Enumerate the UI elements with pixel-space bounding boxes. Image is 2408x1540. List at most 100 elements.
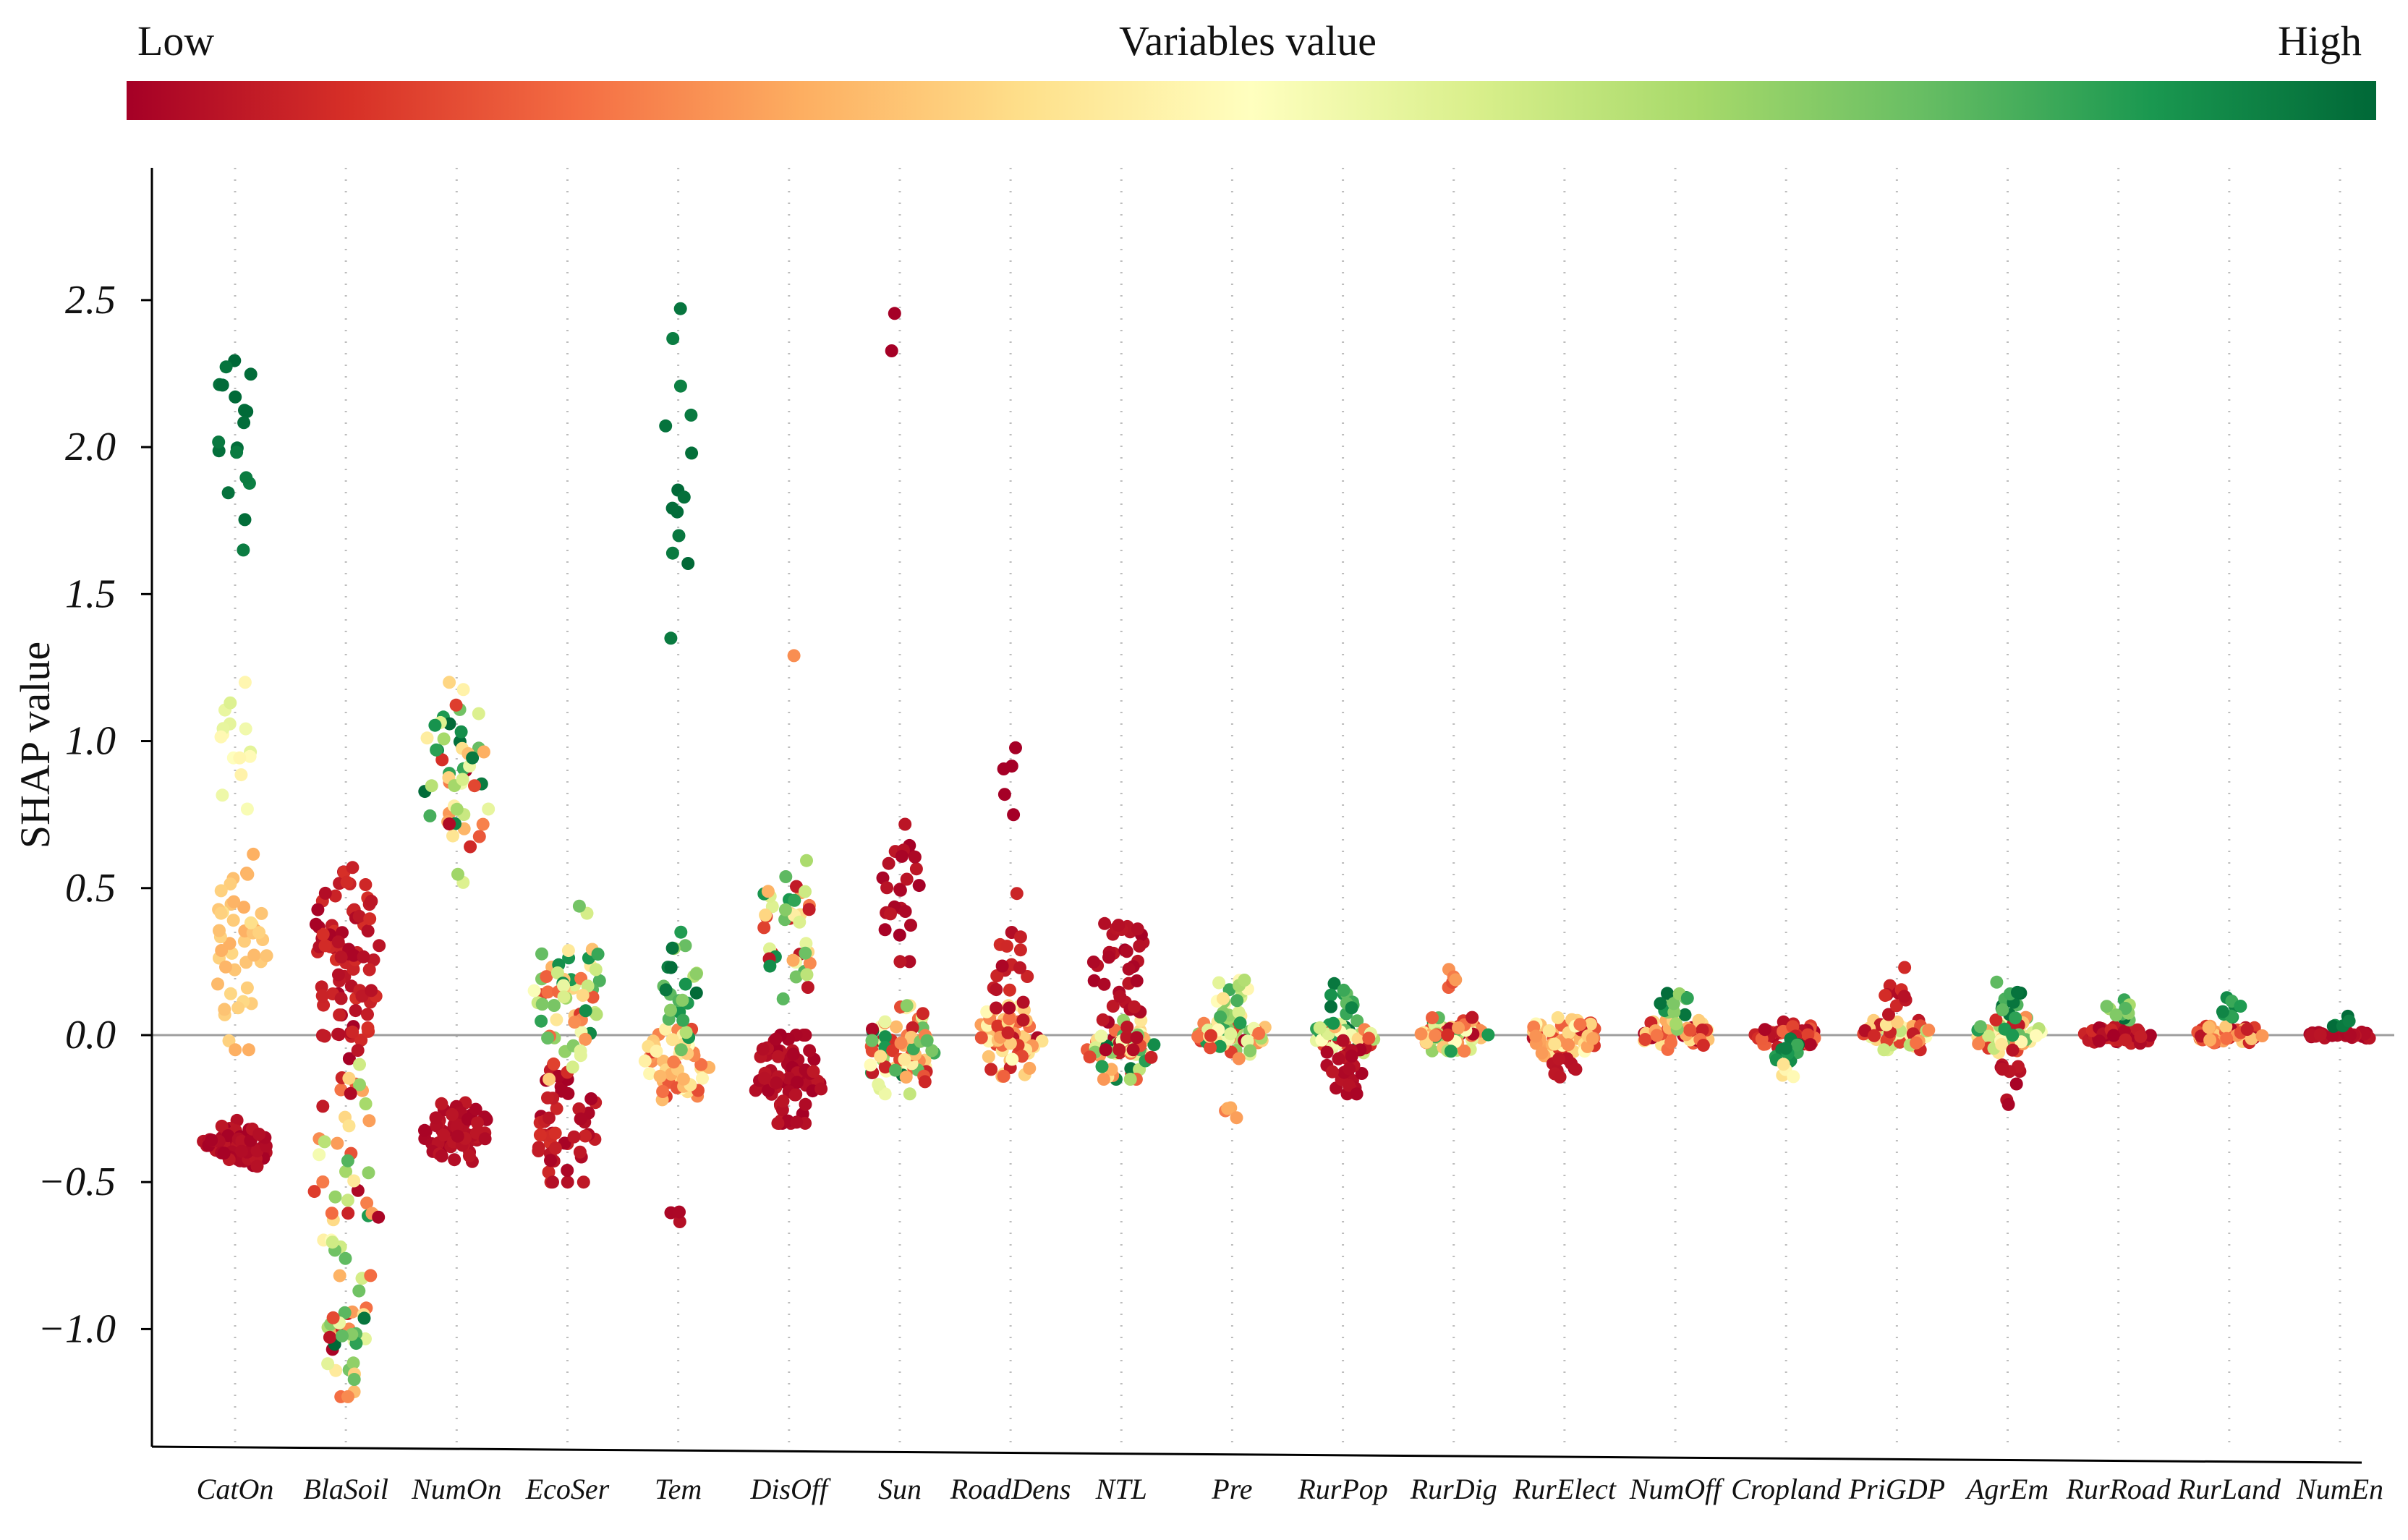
shap-point (1144, 1050, 1158, 1064)
shap-point (351, 1044, 365, 1058)
shap-point (2009, 1011, 2022, 1025)
shap-point (454, 725, 468, 739)
shap-point (541, 1031, 555, 1045)
shap-point (1106, 1000, 1120, 1013)
shap-point (2326, 1019, 2340, 1033)
feature-agrem-points (1971, 975, 2048, 1111)
shap-point (786, 953, 800, 967)
shap-point (997, 1069, 1011, 1083)
shap-point (1133, 939, 1146, 953)
shap-point (1112, 919, 1126, 932)
shap-point (566, 1060, 579, 1074)
shap-point (362, 963, 376, 977)
shap-point (2143, 1029, 2157, 1042)
shap-point (1989, 1013, 2003, 1027)
feature-rurland-points (2191, 991, 2269, 1050)
shap-point (437, 732, 451, 746)
shap-point (237, 416, 251, 430)
shap-point (225, 946, 239, 960)
shap-point (2006, 1043, 2020, 1057)
colorbar-title: Variables value (1119, 17, 1377, 64)
shap-point (527, 984, 541, 997)
shap-point (216, 788, 229, 802)
shap-point (237, 901, 251, 914)
shap-point (898, 817, 912, 831)
shap-point (1327, 1016, 1340, 1030)
shap-point (247, 948, 261, 962)
shap-point (365, 894, 378, 908)
shap-point (331, 935, 345, 949)
shap-point (241, 867, 255, 881)
shap-point (334, 992, 348, 1005)
shap-point (1120, 1030, 1133, 1044)
shap-point (1801, 1028, 1815, 1042)
shap-point (341, 1154, 354, 1167)
shap-point (1683, 1024, 1697, 1037)
shap-point (1326, 1065, 1339, 1079)
y-tick-label: 0.0 (65, 1013, 116, 1058)
shap-point (576, 989, 590, 1002)
shap-point (1204, 1029, 1217, 1042)
shap-point (771, 1116, 785, 1130)
shap-point (1898, 961, 1912, 974)
shap-point (428, 718, 442, 732)
shap-point (770, 1076, 783, 1090)
shap-point (572, 1102, 586, 1115)
shap-point (579, 1129, 592, 1143)
shap-point (240, 405, 254, 418)
shap-point (321, 1357, 335, 1371)
shap-point (1097, 977, 1111, 991)
shap-point (2001, 1097, 2015, 1111)
shap-point (667, 1055, 681, 1069)
shap-point (876, 871, 890, 885)
shap-point (1095, 1060, 1109, 1073)
shap-point (420, 731, 434, 745)
shap-point (1879, 989, 1892, 1003)
shap-point (333, 1269, 346, 1282)
feature-tem-points (638, 302, 716, 1228)
colorbar: Low Variables value High (127, 17, 2376, 120)
shap-point (799, 946, 812, 960)
shap-point (252, 926, 266, 940)
shap-point (1097, 1073, 1110, 1086)
feature-rurdig-points (1414, 963, 1495, 1058)
shap-point (1332, 1052, 1345, 1065)
shap-point (763, 959, 777, 973)
shap-point (2011, 985, 2024, 999)
shap-point (561, 1164, 574, 1177)
shap-point (224, 696, 237, 710)
shap-point (332, 968, 345, 982)
shap-point (1426, 1011, 1439, 1024)
shap-point (1444, 1045, 1458, 1058)
shap-point (1868, 1029, 1881, 1042)
shap-point (213, 924, 226, 937)
shap-point (1661, 987, 1674, 1000)
shap-point (878, 1030, 892, 1044)
shap-point (353, 1058, 366, 1071)
shap-point (872, 1078, 885, 1092)
x-tick-label-roaddens: RoadDens (950, 1473, 1071, 1505)
shap-point (666, 332, 680, 345)
shap-point (864, 1058, 877, 1072)
shap-point (1098, 916, 1112, 930)
shap-point (888, 1063, 902, 1077)
shap-point (788, 893, 801, 907)
x-tick-label-caton: CatOn (197, 1473, 274, 1505)
colorbar-low-label: Low (137, 17, 214, 64)
shap-point (776, 992, 790, 1005)
shap-point (1023, 1061, 1037, 1075)
shap-point (224, 987, 237, 1000)
shap-point (361, 1008, 374, 1021)
shap-point (756, 1042, 770, 1056)
shap-point (885, 344, 898, 357)
shap-point (1990, 975, 2004, 989)
shap-point (1324, 988, 1337, 1002)
shap-point (318, 1135, 331, 1149)
shap-point (1529, 1029, 1543, 1043)
shap-point (1552, 1052, 1565, 1065)
shap-point (1362, 1031, 1376, 1045)
shap-point (676, 1072, 690, 1086)
shap-point (656, 1085, 670, 1098)
shap-point (548, 999, 561, 1012)
shap-point (1015, 1050, 1029, 1063)
